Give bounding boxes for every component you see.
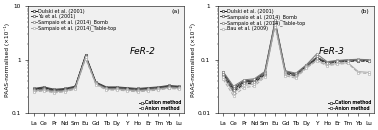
Y-axis label: PAAS-normalised (×10⁻¹): PAAS-normalised (×10⁻¹) (4, 23, 10, 97)
Legend: Cation method, Anion method: Cation method, Anion method (139, 100, 182, 111)
Text: (b): (b) (360, 9, 369, 14)
Text: FeR-3: FeR-3 (319, 47, 345, 56)
Legend: Cation method, Anion method: Cation method, Anion method (328, 100, 372, 111)
Y-axis label: PAAS-normalised (×10⁻²): PAAS-normalised (×10⁻²) (190, 23, 196, 97)
Text: (a): (a) (171, 9, 180, 14)
Text: FeR-2: FeR-2 (129, 47, 155, 56)
